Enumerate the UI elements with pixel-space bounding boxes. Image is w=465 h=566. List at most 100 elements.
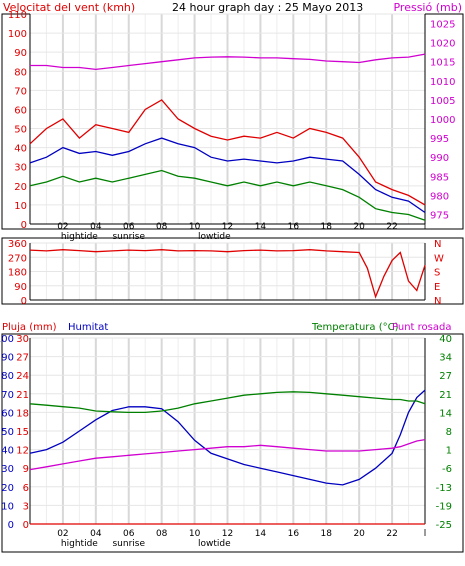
- temperature-y-tick: 14: [439, 408, 452, 419]
- series-humidity: [29, 389, 426, 486]
- series-min_wind: [29, 169, 426, 221]
- rain-y-tick: 15: [16, 427, 29, 438]
- series-wind: [29, 137, 426, 214]
- direction-panel-grid: [29, 242, 426, 301]
- direction-y-tick: 180: [8, 268, 27, 279]
- compass-label: N: [434, 239, 441, 250]
- x-tick-label: 18: [321, 529, 333, 539]
- humidity-y-tick: 100: [0, 334, 14, 345]
- wind-y-tick: 30: [14, 163, 27, 174]
- direction-y-tick: 360: [8, 239, 27, 250]
- graph-title: 24 hour graph day : 25 Mayo 2013: [172, 1, 363, 14]
- x-tick-label: 22: [386, 222, 397, 232]
- rain-y-tick: 30: [16, 334, 29, 345]
- humidity-axis-title: Humitat: [68, 322, 108, 333]
- rain-y-tick: 27: [16, 353, 29, 364]
- humidity-y-tick: 0: [8, 520, 14, 531]
- temperature-y-tick: 34: [439, 353, 452, 364]
- x-tick-label: 08: [156, 222, 168, 232]
- rain-y-tick: 21: [16, 390, 29, 401]
- pressure-y-tick: 1005: [430, 96, 455, 107]
- wind-y-tick: 100: [8, 29, 27, 40]
- wind-y-tick: 50: [14, 125, 27, 136]
- pressure-y-tick: 990: [430, 153, 449, 164]
- x-event-label: sunrise: [112, 232, 145, 242]
- temperature-y-tick: 21: [439, 390, 452, 401]
- series-temperature: [29, 391, 426, 414]
- pressure-axis-title: Pressió (mb): [393, 1, 462, 14]
- x-tick-label: 06: [123, 529, 135, 539]
- series-direction: [29, 249, 426, 299]
- x-tick-label: 10: [189, 222, 201, 232]
- x-event-label: lowtide: [198, 232, 231, 242]
- x-event-label: hightide: [61, 232, 98, 242]
- temperature-y-tick: 1: [446, 446, 452, 457]
- humidity-y-tick: 40: [1, 446, 14, 457]
- rain-axis-title: Pluja (mm): [2, 322, 57, 333]
- rain-y-tick: 9: [23, 464, 29, 475]
- x-tick-label: 12: [222, 222, 233, 232]
- wind-y-tick: 80: [14, 67, 27, 78]
- x-tick-label: 02: [57, 222, 68, 232]
- bottom-panel-frame: [1, 333, 464, 553]
- wind-y-tick: 110: [8, 10, 27, 21]
- series-gust: [29, 99, 426, 206]
- wind-axis-title: Velocitat del vent (kmh): [3, 1, 135, 14]
- direction-y-tick: 90: [14, 282, 27, 293]
- humidity-y-tick: 10: [1, 501, 14, 512]
- pressure-y-tick: 985: [430, 172, 449, 183]
- dewpoint-axis-title: Punt rosada: [392, 322, 451, 333]
- x-tick-label: 14: [255, 529, 267, 539]
- pressure-y-tick: 1015: [430, 58, 455, 69]
- temperature-y-tick: 27: [439, 371, 452, 382]
- x-tick-label: 06: [123, 222, 135, 232]
- temperature-axis-title: Temperatura (°C): [311, 322, 399, 333]
- wind-y-tick: 20: [14, 182, 27, 193]
- x-tick-label: 20: [353, 529, 365, 539]
- temperature-y-tick: 40: [439, 334, 452, 345]
- rain-y-tick: 12: [16, 446, 29, 457]
- climate-panel-grid: [29, 337, 426, 525]
- x-tick-label: 02: [57, 529, 68, 539]
- wind-y-tick: 40: [14, 144, 27, 155]
- x-tick-label: 12: [222, 529, 233, 539]
- top-panel-frame: [1, 13, 464, 230]
- temperature-y-tick: -25: [436, 520, 452, 531]
- humidity-y-tick: 80: [1, 371, 14, 382]
- x-tick-label: 04: [90, 529, 102, 539]
- direction-panel-frame: [1, 237, 464, 305]
- pressure-y-tick: 975: [430, 210, 449, 221]
- x-axis: 02 04 06 08 10 12 14 16 18 20 22 l hightide sunrise lo…: [57, 222, 426, 242]
- humidity-y-tick: 70: [1, 390, 14, 401]
- pressure-y-tick: 980: [430, 191, 449, 202]
- rain-y-tick: 6: [23, 483, 29, 494]
- wind-y-tick: 10: [14, 201, 27, 212]
- temperature-y-tick: -6: [442, 464, 452, 475]
- x-tick-label: 04: [90, 222, 102, 232]
- x-tick-label: 10: [189, 529, 201, 539]
- x-tick-label: 16: [288, 529, 300, 539]
- humidity-y-tick: 50: [1, 427, 14, 438]
- pressure-y-tick: 1000: [430, 115, 455, 126]
- compass-label: E: [434, 282, 440, 293]
- x-tick-label: 20: [353, 222, 365, 232]
- humidity-y-tick: 90: [1, 353, 14, 364]
- wind-y-tick: 0: [21, 220, 27, 231]
- humidity-y-tick: 30: [1, 464, 14, 475]
- x-tick-label: 08: [156, 529, 168, 539]
- pressure-y-tick: 1020: [430, 39, 455, 50]
- compass-label: W: [434, 253, 444, 264]
- temperature-y-tick: 8: [446, 427, 452, 438]
- x-event-label: hightide: [61, 539, 98, 549]
- temperature-y-tick: -19: [436, 501, 452, 512]
- temperature-y-tick: -13: [436, 483, 452, 494]
- x-tick-label: l: [424, 222, 427, 232]
- pressure-y-tick: 1025: [430, 20, 455, 31]
- series-pressure: [30, 53, 426, 71]
- pressure-y-tick: 995: [430, 134, 449, 145]
- wind-y-tick: 60: [14, 105, 27, 116]
- rain-y-tick: 0: [23, 520, 29, 531]
- wind-y-tick: 70: [14, 86, 27, 97]
- x-tick-label: l: [424, 529, 427, 539]
